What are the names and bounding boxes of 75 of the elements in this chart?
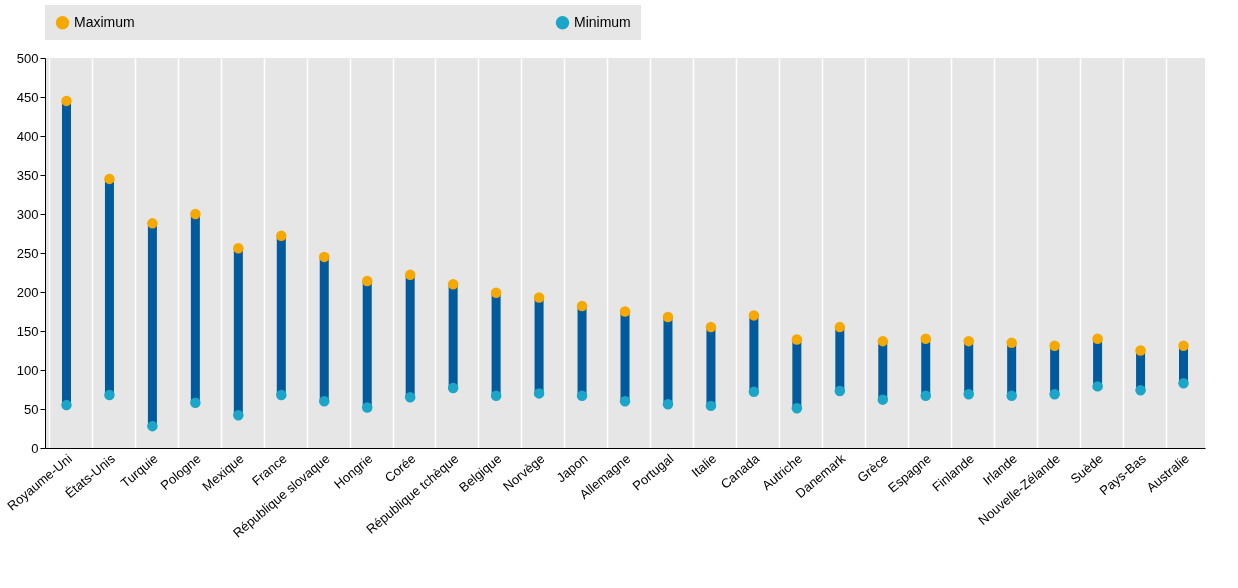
point	[1092, 381, 1103, 392]
y-tick-label: 250	[16, 245, 39, 261]
point	[662, 399, 674, 410]
point	[877, 335, 889, 347]
point	[619, 306, 631, 317]
y-tick-label: 400	[16, 128, 39, 144]
bar	[620, 311, 630, 402]
point	[877, 394, 889, 405]
x-tick-label: Italie	[688, 450, 720, 481]
y-tick-label: 450	[16, 89, 39, 105]
point	[920, 390, 931, 401]
point	[276, 230, 287, 242]
point	[1049, 340, 1060, 352]
point	[490, 390, 502, 401]
y-tick-label: 0	[31, 440, 39, 456]
point	[1006, 337, 1017, 348]
point	[404, 269, 416, 281]
point	[1135, 385, 1146, 396]
point	[834, 385, 846, 397]
point	[1178, 340, 1189, 352]
bar	[534, 297, 544, 394]
point	[834, 321, 846, 333]
point	[619, 395, 631, 407]
point	[791, 334, 803, 345]
bar	[577, 306, 587, 396]
point	[662, 311, 674, 323]
point	[1178, 378, 1189, 389]
point	[533, 292, 545, 303]
bar	[491, 292, 501, 396]
bar	[448, 284, 458, 388]
point	[319, 395, 330, 407]
y-tick-label: 200	[16, 284, 39, 300]
bar	[190, 214, 200, 403]
y-tick-label: 350	[16, 167, 39, 183]
point	[104, 389, 115, 401]
point	[490, 287, 502, 299]
y-tick-label: 500	[16, 50, 39, 66]
point	[705, 321, 717, 333]
legend-label: Maximum	[74, 13, 135, 30]
point	[276, 389, 287, 401]
y-tick-label: 300	[16, 206, 39, 222]
point	[576, 300, 588, 312]
point	[233, 243, 244, 254]
point	[447, 382, 459, 394]
point	[190, 208, 201, 220]
bar	[362, 281, 372, 408]
point	[791, 402, 803, 414]
point	[190, 397, 201, 408]
point	[963, 335, 974, 347]
point	[147, 218, 158, 229]
point	[1049, 388, 1060, 400]
point	[61, 399, 72, 411]
point	[404, 392, 416, 403]
y-tick-label: 100	[16, 362, 39, 378]
point	[447, 278, 459, 290]
point	[319, 251, 330, 263]
point	[963, 388, 974, 400]
point	[61, 95, 72, 107]
y-tick-label: 50	[24, 401, 39, 417]
point	[920, 333, 931, 345]
point	[705, 400, 717, 412]
point	[1006, 390, 1017, 401]
point	[361, 402, 373, 413]
y-tick-label: 150	[16, 323, 39, 339]
legend-label: Minimum	[574, 13, 631, 30]
point	[748, 386, 760, 398]
point	[233, 410, 244, 421]
point	[533, 388, 545, 399]
point	[147, 420, 158, 432]
point	[1135, 345, 1146, 356]
point	[104, 173, 115, 185]
point	[576, 390, 588, 401]
point	[361, 275, 373, 287]
point	[748, 310, 760, 321]
point	[1092, 333, 1103, 345]
